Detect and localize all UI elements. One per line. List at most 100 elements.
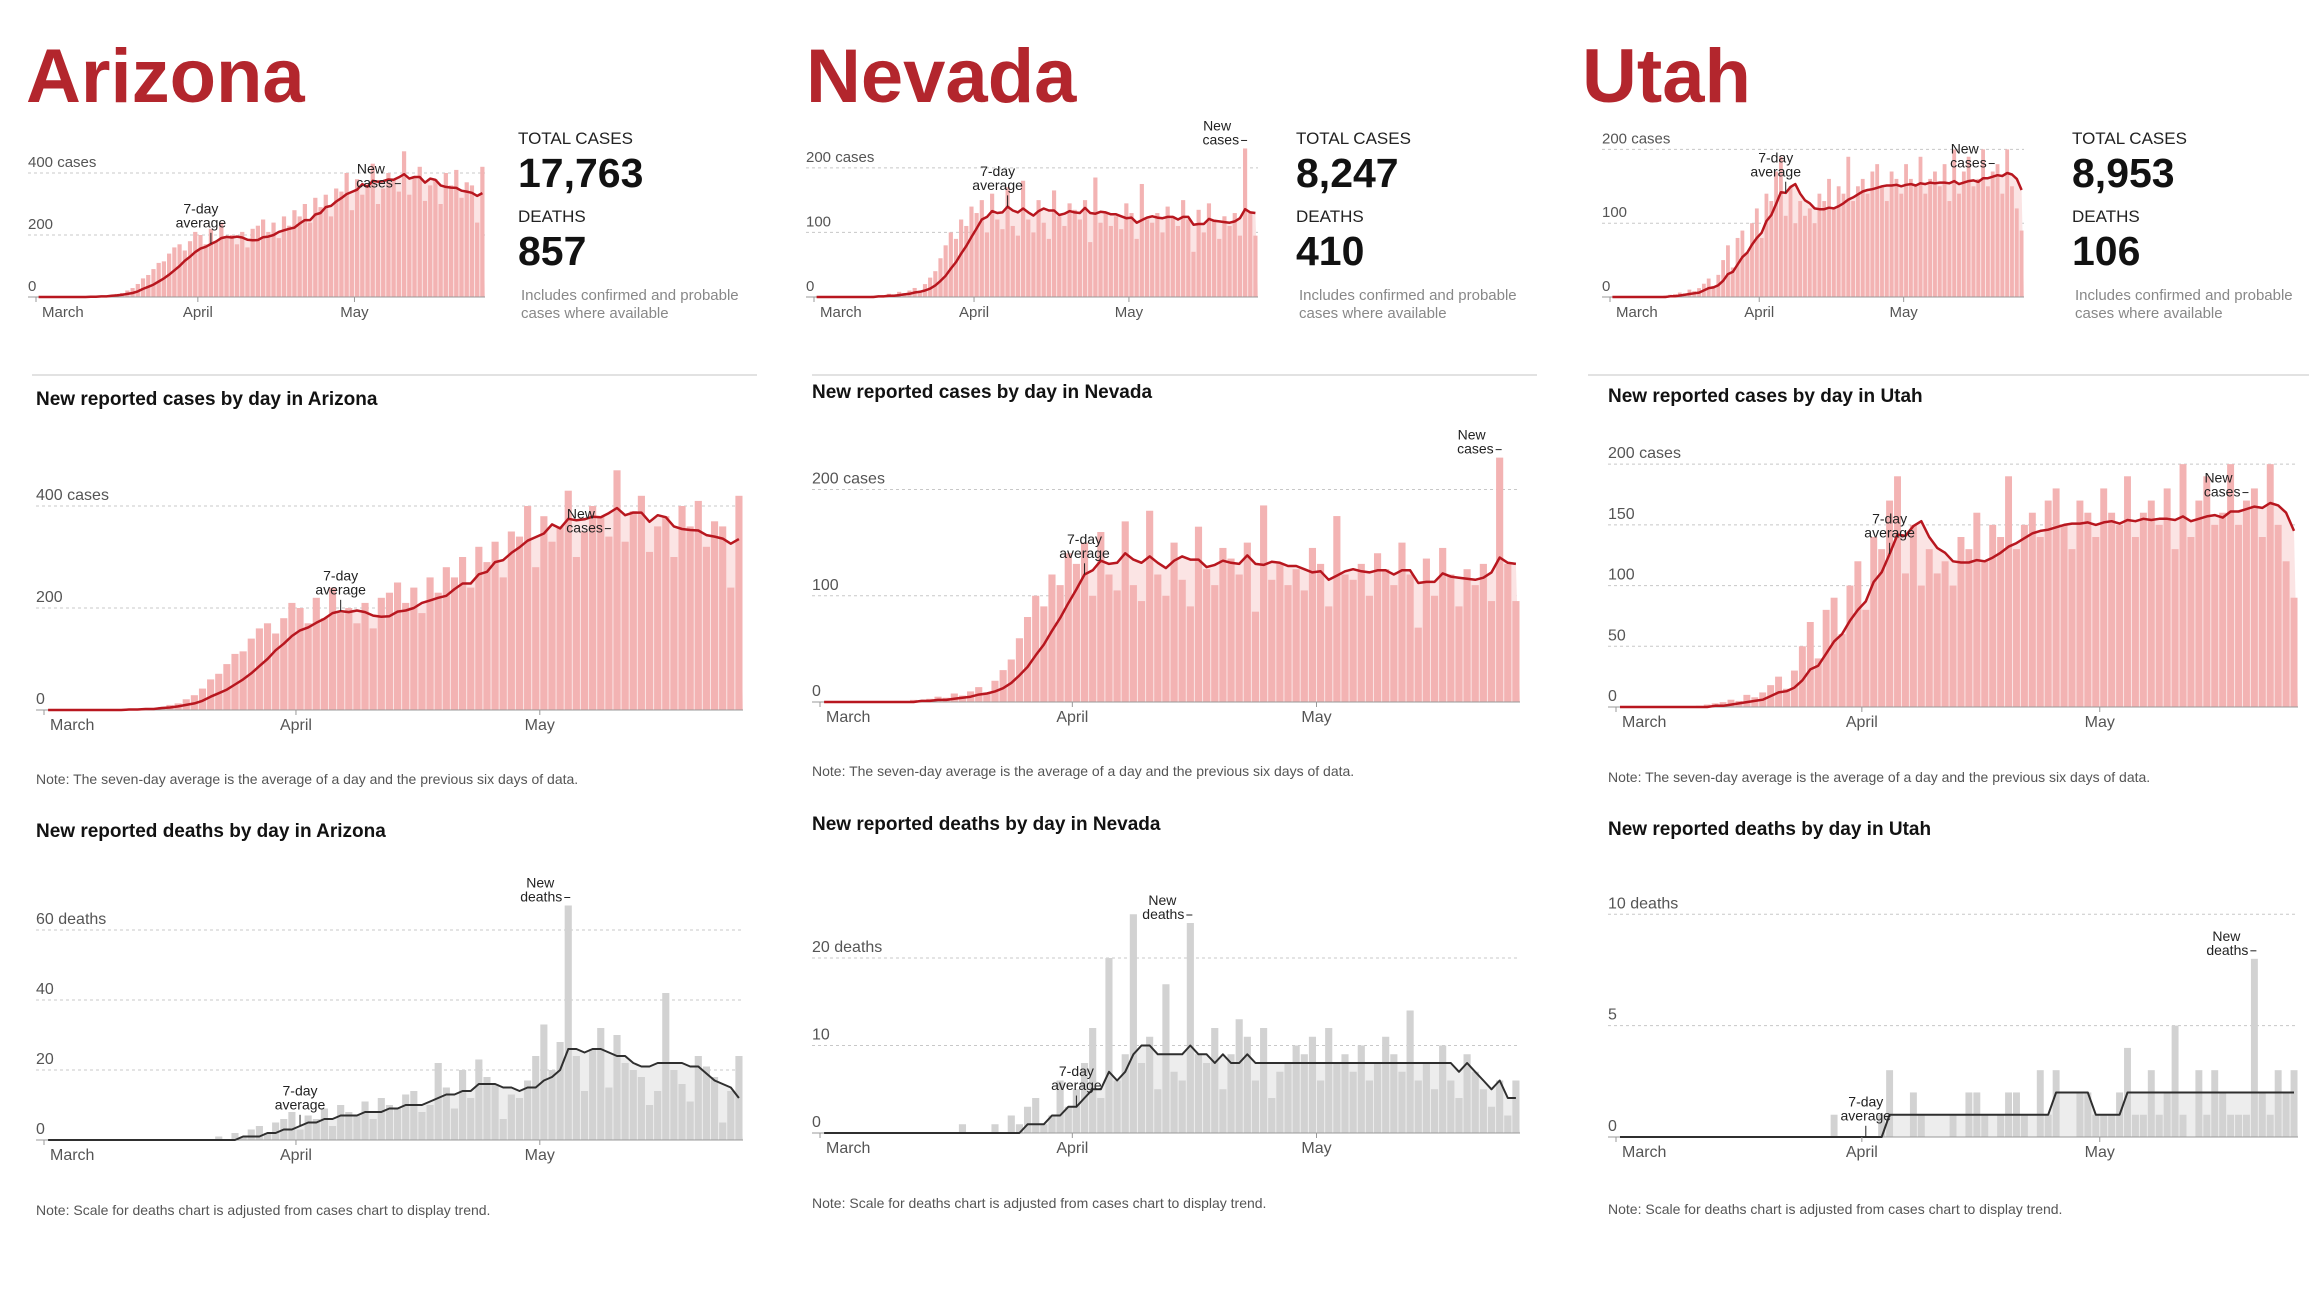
bar (540, 1024, 548, 1140)
bar (261, 219, 266, 297)
bar (1778, 156, 1783, 297)
annotation-average: average (1051, 1077, 1102, 1093)
bar (1082, 200, 1088, 297)
deaths-label: DEATHS (518, 207, 586, 226)
bar (1276, 563, 1284, 702)
bar (182, 250, 187, 297)
x-tick-label: May (2085, 714, 2115, 731)
bar (1186, 923, 1194, 1133)
bar (1105, 958, 1113, 1133)
bar (548, 1070, 556, 1140)
annotation-new: New (526, 875, 555, 891)
bar (1154, 574, 1162, 702)
bar (360, 194, 365, 297)
bar (2171, 549, 2179, 707)
bar (450, 1108, 459, 1140)
bar (979, 200, 984, 297)
bar (1253, 235, 1258, 297)
bar (515, 1098, 524, 1140)
bar (434, 1063, 442, 1140)
bar (307, 222, 313, 297)
bar (1284, 1063, 1292, 1133)
bar (2155, 1114, 2163, 1137)
average-line (1620, 501, 2296, 709)
bar (1032, 1098, 1040, 1133)
bar (564, 905, 572, 1140)
average-line (824, 552, 1517, 704)
bar (540, 516, 548, 710)
bar (385, 1105, 393, 1140)
bar (491, 1084, 499, 1140)
annotation-new: cases (1203, 131, 1240, 147)
bar (255, 225, 260, 297)
bar (231, 1133, 239, 1140)
bar (1139, 183, 1144, 297)
bar (1284, 585, 1292, 702)
bar (377, 1098, 385, 1140)
annotation-average: average (1841, 1107, 1892, 1123)
bar (1487, 1106, 1496, 1133)
bar (1989, 524, 1997, 707)
bar (381, 188, 386, 297)
deaths-label: DEATHS (2072, 207, 2140, 226)
bar (1000, 229, 1005, 297)
x-tick-label: April (1056, 1140, 1088, 1157)
bar (442, 567, 450, 710)
includes-note: Includes confirmed and probable (1299, 287, 1517, 304)
annotation-new: deaths (2206, 942, 2248, 958)
annotation-average: 7-day (1059, 1063, 1094, 1079)
y-tick-label: 0 (28, 278, 36, 295)
bar (313, 197, 318, 297)
bar (402, 1094, 410, 1140)
bar (999, 670, 1007, 702)
bar (1097, 532, 1105, 702)
x-tick-label: April (1846, 1144, 1878, 1161)
bar (1064, 553, 1072, 702)
bar (1227, 225, 1232, 297)
bar (475, 546, 483, 710)
bar (735, 495, 743, 710)
bar (483, 562, 491, 710)
annotation-average: average (1864, 524, 1915, 540)
bar (1504, 563, 1512, 702)
bar (1909, 524, 1917, 707)
bar (2274, 1070, 2282, 1137)
x-tick-label: May (525, 1147, 555, 1164)
bar (1023, 617, 1032, 702)
bar (1026, 219, 1031, 297)
bar (2250, 488, 2258, 707)
bar (1745, 252, 1750, 297)
bar (401, 151, 407, 297)
bar (177, 244, 182, 297)
bar (297, 216, 302, 297)
bar (1088, 242, 1093, 297)
bar (407, 194, 412, 297)
bar (1206, 203, 1212, 297)
bar (1162, 595, 1170, 702)
cases-note: Note: The seven-day average is the avera… (36, 771, 578, 787)
bar (1031, 232, 1036, 297)
bar (361, 602, 369, 710)
bar (1889, 171, 1894, 297)
bar (1769, 201, 1774, 297)
bar (1880, 186, 1884, 297)
bar (524, 506, 532, 710)
bar (443, 173, 448, 297)
bar (386, 173, 391, 297)
bar (1194, 1054, 1203, 1133)
bar (1317, 563, 1325, 702)
x-tick-label: April (959, 304, 989, 321)
x-tick-label: March (820, 304, 862, 321)
bar (1300, 590, 1308, 702)
bar (2116, 524, 2124, 707)
bar (1325, 1028, 1333, 1133)
bar (1089, 595, 1097, 702)
bar (1062, 225, 1067, 297)
bar (1806, 622, 1814, 707)
bar (589, 1049, 597, 1140)
bar (2227, 1114, 2235, 1137)
bar (1981, 149, 1985, 297)
average-line (38, 172, 483, 299)
bar (1942, 164, 1947, 297)
